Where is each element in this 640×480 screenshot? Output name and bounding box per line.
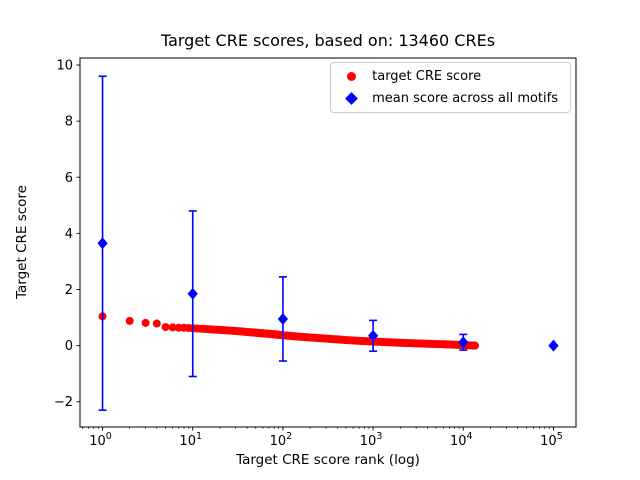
legend: target CRE score mean score across all m… [330, 62, 571, 113]
circle-marker-icon [346, 72, 356, 81]
legend-marker-cell [339, 72, 363, 81]
svg-text:101: 101 [179, 431, 202, 449]
svg-text:2: 2 [65, 283, 73, 298]
svg-text:10: 10 [56, 59, 73, 74]
y-axis: −2 0 2 4 6 8 10 [54, 59, 80, 410]
x-axis: 100 101 102 103 104 105 [89, 427, 563, 449]
blue-series [97, 75, 559, 411]
chart-title: Target CRE scores, based on: 13460 CREs [160, 31, 496, 50]
svg-text:0: 0 [65, 339, 73, 354]
legend-marker-cell [339, 92, 363, 105]
svg-text:−2: −2 [54, 395, 73, 410]
svg-text:103: 103 [360, 431, 383, 449]
svg-text:104: 104 [450, 431, 473, 449]
x-minor-ticks [82, 427, 550, 429]
legend-label-target-score: target CRE score [372, 69, 482, 84]
diamond-marker-icon [344, 92, 358, 105]
legend-item-target-score: target CRE score [339, 69, 558, 84]
legend-label-mean-score: mean score across all motifs [372, 91, 558, 106]
svg-text:105: 105 [540, 431, 563, 449]
svg-text:8: 8 [65, 115, 73, 130]
red-series [98, 312, 479, 350]
svg-text:6: 6 [65, 171, 73, 186]
axes-frame [79, 57, 577, 428]
svg-text:4: 4 [65, 227, 73, 242]
x-axis-label: Target CRE score rank (log) [236, 452, 420, 468]
y-axis-label: Target CRE score [14, 185, 30, 299]
svg-text:102: 102 [270, 431, 293, 449]
svg-text:100: 100 [89, 431, 112, 449]
legend-item-mean-score: mean score across all motifs [339, 91, 558, 106]
